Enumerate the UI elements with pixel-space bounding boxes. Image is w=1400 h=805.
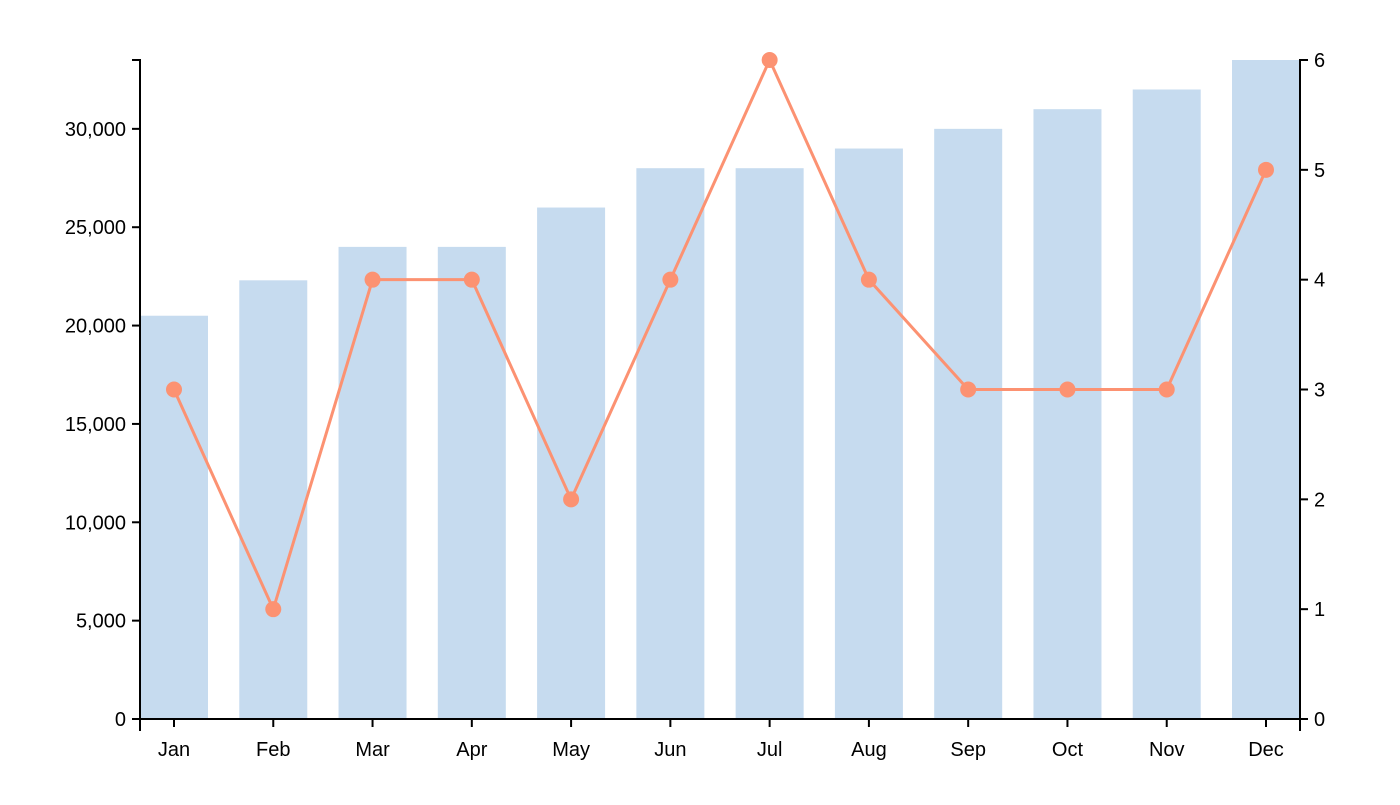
x-tick-label: Nov [1149,739,1185,761]
point-dec [1258,161,1274,178]
y-right-tick-label: 0 [1314,709,1325,731]
point-nov [1158,381,1175,398]
x-tick-label: Apr [456,739,487,761]
bar-oct [1033,109,1102,720]
y-left-tick-label: 25,000 [65,217,126,239]
line-series [166,52,1274,618]
x-axis-line [139,718,1301,731]
axes: 0 5,000 10,000 15,000 20,000 25,000 30,000 0 1 2 3… [65,50,1325,761]
bar-feb [239,280,308,719]
y-left-tick-label: 10,000 [65,512,126,534]
bar-aug [834,148,903,719]
x-tick-label: Jun [654,739,686,761]
bar-nov [1132,89,1201,720]
point-may [563,491,580,508]
y-left-tick-label: 20,000 [65,316,126,338]
line-path [172,56,1268,614]
point-oct [1059,381,1076,398]
point-apr [463,271,480,288]
point-feb [265,601,282,618]
bar-apr [437,246,506,719]
x-tick-label: Sep [950,739,986,761]
point-jan [166,381,182,398]
y-right-tick-label: 3 [1314,380,1325,402]
bar-sep [934,128,1003,719]
y-left-tick-label: 5,000 [76,611,126,633]
bar-may [537,207,606,720]
point-jul [761,52,778,68]
x-tick-label: Oct [1052,739,1084,761]
bar-jul [735,168,804,719]
y-right-tick-label: 2 [1314,489,1325,511]
x-tick-label: Feb [256,739,290,761]
point-mar [364,271,381,288]
x-tick-label: Aug [851,739,887,761]
y-right-tick-label: 4 [1314,270,1325,292]
y-left-tick-label: 15,000 [65,414,126,436]
point-aug [860,271,877,288]
bar-dec [1232,60,1300,719]
x-tick-label: Jul [757,739,783,761]
x-tick-label: Dec [1248,739,1284,761]
x-tick-label: Jan [158,739,190,761]
y-right-tick-label: 1 [1314,599,1325,621]
bar-mar [338,246,407,719]
bars [140,60,1300,720]
y-right-tick-label: 6 [1314,50,1325,72]
bar-jan [140,315,208,719]
point-sep [960,381,977,398]
bar-jun [636,168,705,719]
y-right-tick-label: 5 [1314,160,1325,182]
x-tick-label: May [552,739,590,761]
point-jun [662,271,679,288]
y-left-tick-label: 0 [115,709,126,731]
x-tick-label: Mar [355,739,390,761]
y-left-tick-label: 30,000 [65,119,126,141]
